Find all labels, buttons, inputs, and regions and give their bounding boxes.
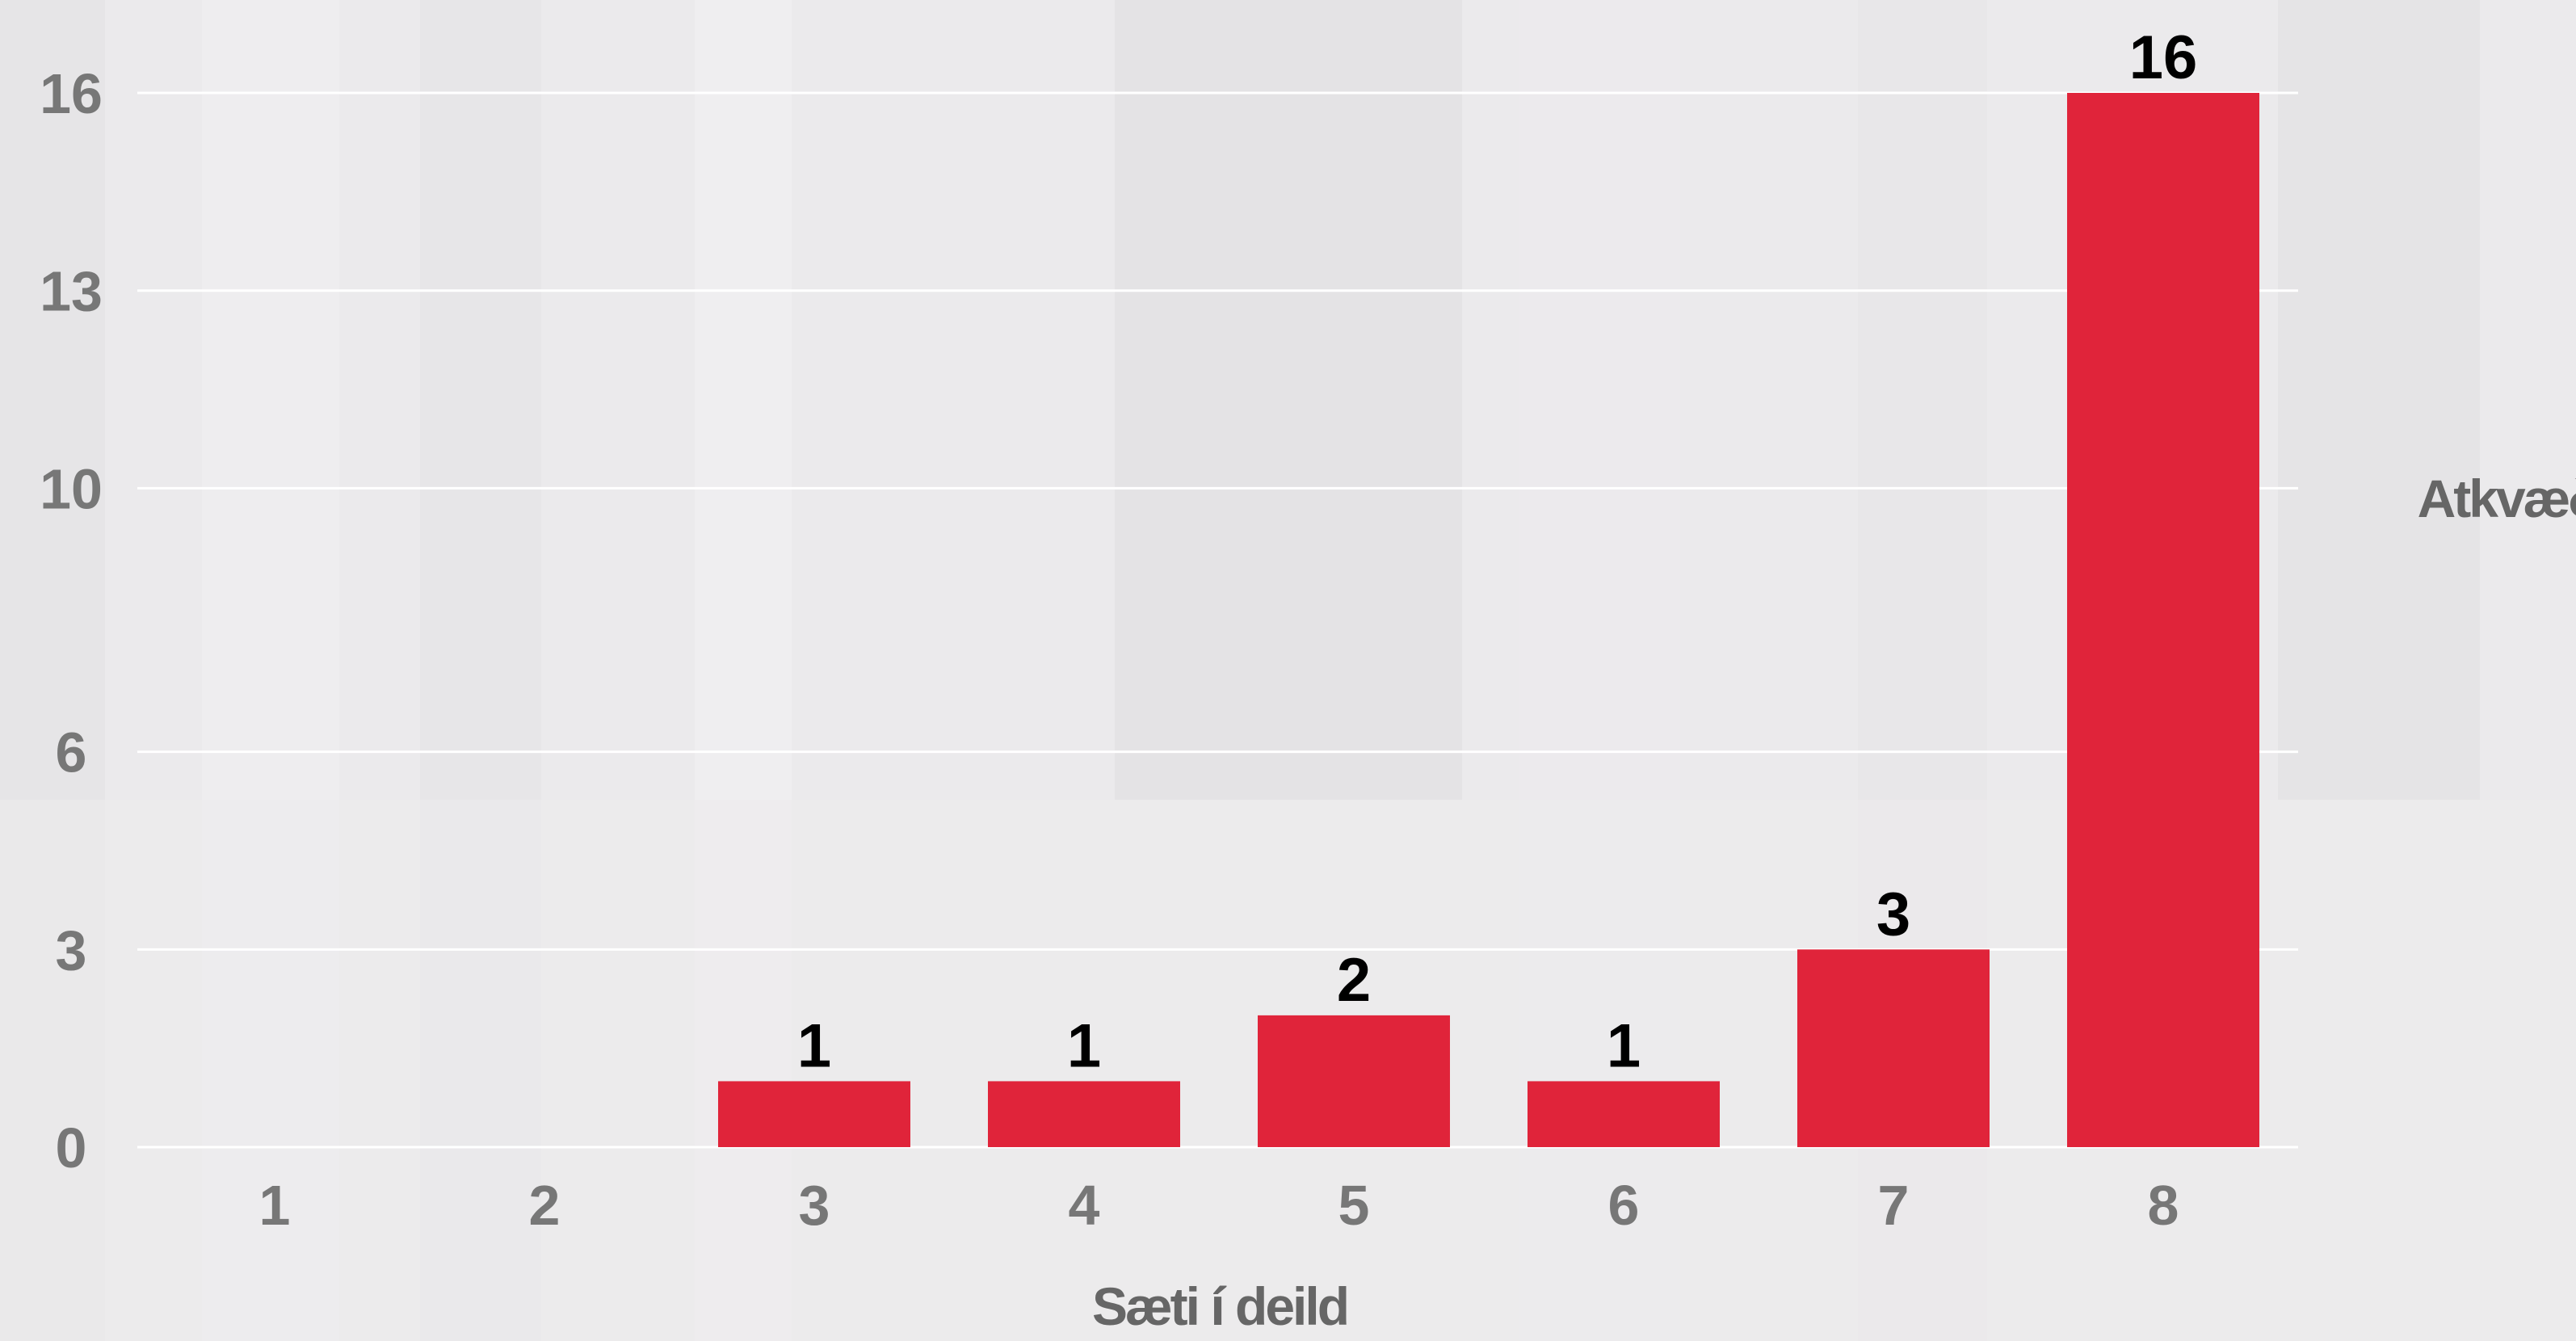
x-tick-label: 6 <box>1608 1174 1640 1237</box>
data-label: 1 <box>797 1011 831 1080</box>
y-axis-title: Atkvæði <box>2418 469 2576 528</box>
bar-5 <box>1258 1015 1450 1147</box>
data-labels: 1 1 2 1 3 16 <box>797 23 2197 1080</box>
y-tick-label: 3 <box>56 919 87 982</box>
x-tick-label: 3 <box>799 1174 830 1237</box>
bar-8 <box>2067 93 2259 1147</box>
x-axis-ticks: 1 2 3 4 5 6 7 8 <box>259 1174 2179 1237</box>
y-tick-label: 6 <box>56 721 87 784</box>
bar-6 <box>1528 1081 1720 1147</box>
y-tick-label: 16 <box>40 62 103 125</box>
x-tick-label: 1 <box>259 1174 291 1237</box>
bar-4 <box>988 1081 1180 1147</box>
data-label: 1 <box>1067 1011 1101 1080</box>
y-tick-label: 0 <box>56 1116 87 1179</box>
y-tick-label: 13 <box>40 260 103 323</box>
data-label: 3 <box>1876 880 1910 948</box>
bar-3 <box>718 1081 910 1147</box>
bars <box>718 93 2259 1147</box>
x-tick-label: 8 <box>2148 1174 2179 1237</box>
data-label: 1 <box>1607 1011 1641 1080</box>
data-label: 16 <box>2129 23 2198 92</box>
y-tick-label: 10 <box>40 457 103 520</box>
x-axis-title: Sæti í deild <box>1092 1276 1347 1336</box>
data-label: 2 <box>1337 946 1371 1015</box>
x-tick-label: 2 <box>529 1174 561 1237</box>
bar-7 <box>1797 949 1990 1147</box>
x-tick-label: 4 <box>1069 1174 1100 1237</box>
x-tick-label: 7 <box>1878 1174 1910 1237</box>
y-axis-ticks: 0 3 6 10 13 16 <box>40 62 103 1179</box>
x-tick-label: 5 <box>1338 1174 1370 1237</box>
